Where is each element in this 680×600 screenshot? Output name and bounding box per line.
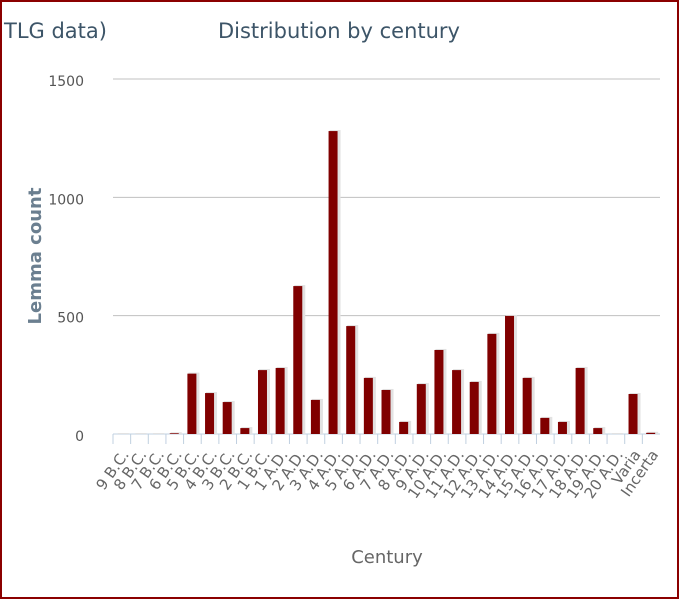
y-tick-label: 500 <box>57 311 84 327</box>
bar <box>469 381 479 434</box>
clipped-title: TLG data) <box>3 19 107 43</box>
bar <box>416 384 426 434</box>
bar-shadow <box>117 433 129 434</box>
bar <box>169 433 179 434</box>
bar <box>275 367 285 434</box>
y-tick-label: 0 <box>75 429 84 445</box>
bar <box>240 428 250 434</box>
bar <box>346 326 356 434</box>
bar <box>310 399 320 434</box>
bar <box>363 377 373 434</box>
bar <box>222 402 232 434</box>
bar <box>434 349 444 434</box>
bar <box>328 131 338 435</box>
bar <box>487 333 497 434</box>
x-axis-label: Century <box>351 547 423 568</box>
bar <box>187 373 197 434</box>
bar <box>646 432 656 434</box>
bar-shadow <box>153 433 165 434</box>
chart-title: Distribution by century <box>218 19 460 43</box>
bar <box>540 417 550 434</box>
bar <box>522 377 532 434</box>
bar <box>381 389 391 434</box>
bar <box>205 393 215 434</box>
bar <box>575 367 585 434</box>
bar-shadow <box>611 433 623 434</box>
bar-shadow <box>170 432 182 434</box>
bar <box>399 421 409 434</box>
bar <box>593 428 603 434</box>
y-tick-label: 1500 <box>48 74 84 90</box>
bar-shadow <box>135 433 147 434</box>
y-tick-label: 1000 <box>48 192 84 208</box>
bar <box>257 370 267 434</box>
bar <box>628 394 638 434</box>
y-axis-label: Lemma count <box>25 187 46 324</box>
bar <box>557 421 567 434</box>
bar <box>293 286 303 434</box>
bar <box>452 370 462 434</box>
bar <box>505 315 515 434</box>
